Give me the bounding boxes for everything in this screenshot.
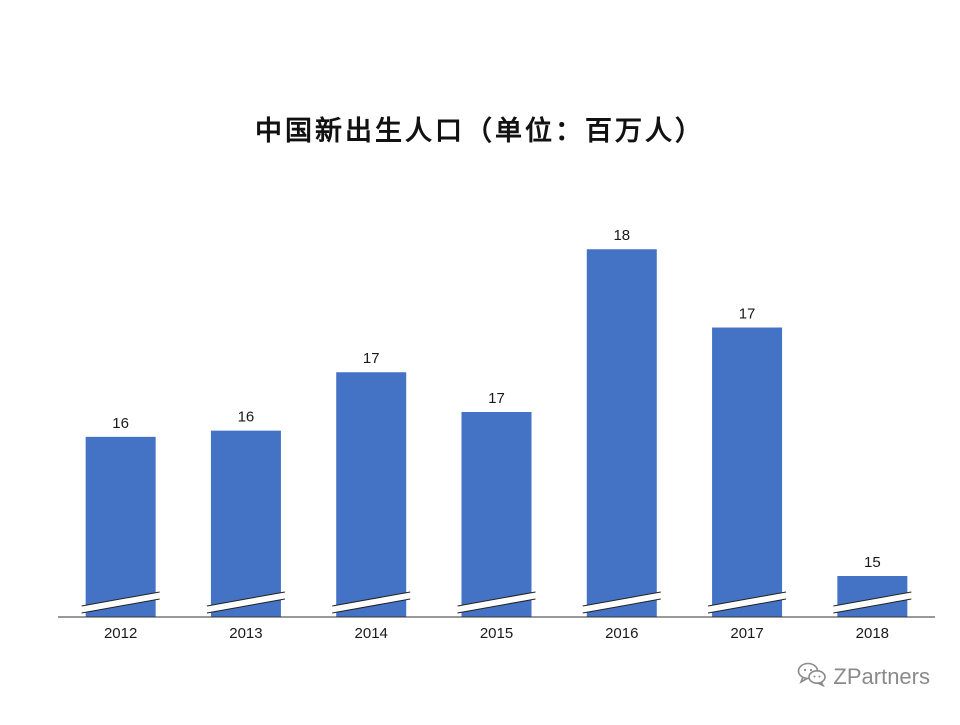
x-tick-label-2012: 2012 <box>104 625 137 642</box>
bar-2016 <box>586 249 657 617</box>
data-label-2017: 17 <box>739 306 756 323</box>
data-label-2012: 16 <box>112 415 129 432</box>
x-tick-label-2016: 2016 <box>605 625 638 642</box>
chart-title: 中国新出生人口（单位：百万人） <box>255 115 705 147</box>
axis-break-2016 <box>582 591 661 614</box>
bar-2013 <box>210 430 281 617</box>
x-tick-label-2014: 2014 <box>355 625 388 642</box>
data-label-2014: 17 <box>363 350 380 367</box>
x-tick-label-2017: 2017 <box>730 625 763 642</box>
watermark: ZPartners <box>797 661 930 692</box>
bars-layer <box>81 249 912 617</box>
axis-break-2012 <box>81 591 160 614</box>
x-tick-label-2018: 2018 <box>856 625 889 642</box>
axis-break-2013 <box>206 591 286 614</box>
axis-break-2015 <box>457 591 536 614</box>
wechat-icon <box>797 661 827 692</box>
bar-2012 <box>85 436 156 617</box>
data-label-2013: 16 <box>238 409 255 426</box>
axis-break-2014 <box>332 591 411 614</box>
bar-2014 <box>336 372 407 617</box>
bar-2017 <box>712 327 783 617</box>
x-tick-label-2015: 2015 <box>480 625 513 642</box>
axis-break-2017 <box>707 591 787 614</box>
data-label-2018: 15 <box>864 554 881 571</box>
labels-layer: 16 2012 16 2013 17 2014 17 2015 18 2016 17 2017 15 20… <box>104 227 889 642</box>
watermark-text: ZPartners <box>833 663 930 689</box>
data-label-2016: 18 <box>613 227 630 244</box>
data-label-2015: 17 <box>488 390 505 407</box>
x-tick-label-2013: 2013 <box>229 625 262 642</box>
bar-2015 <box>461 412 532 617</box>
axis-break-2018 <box>833 591 912 614</box>
